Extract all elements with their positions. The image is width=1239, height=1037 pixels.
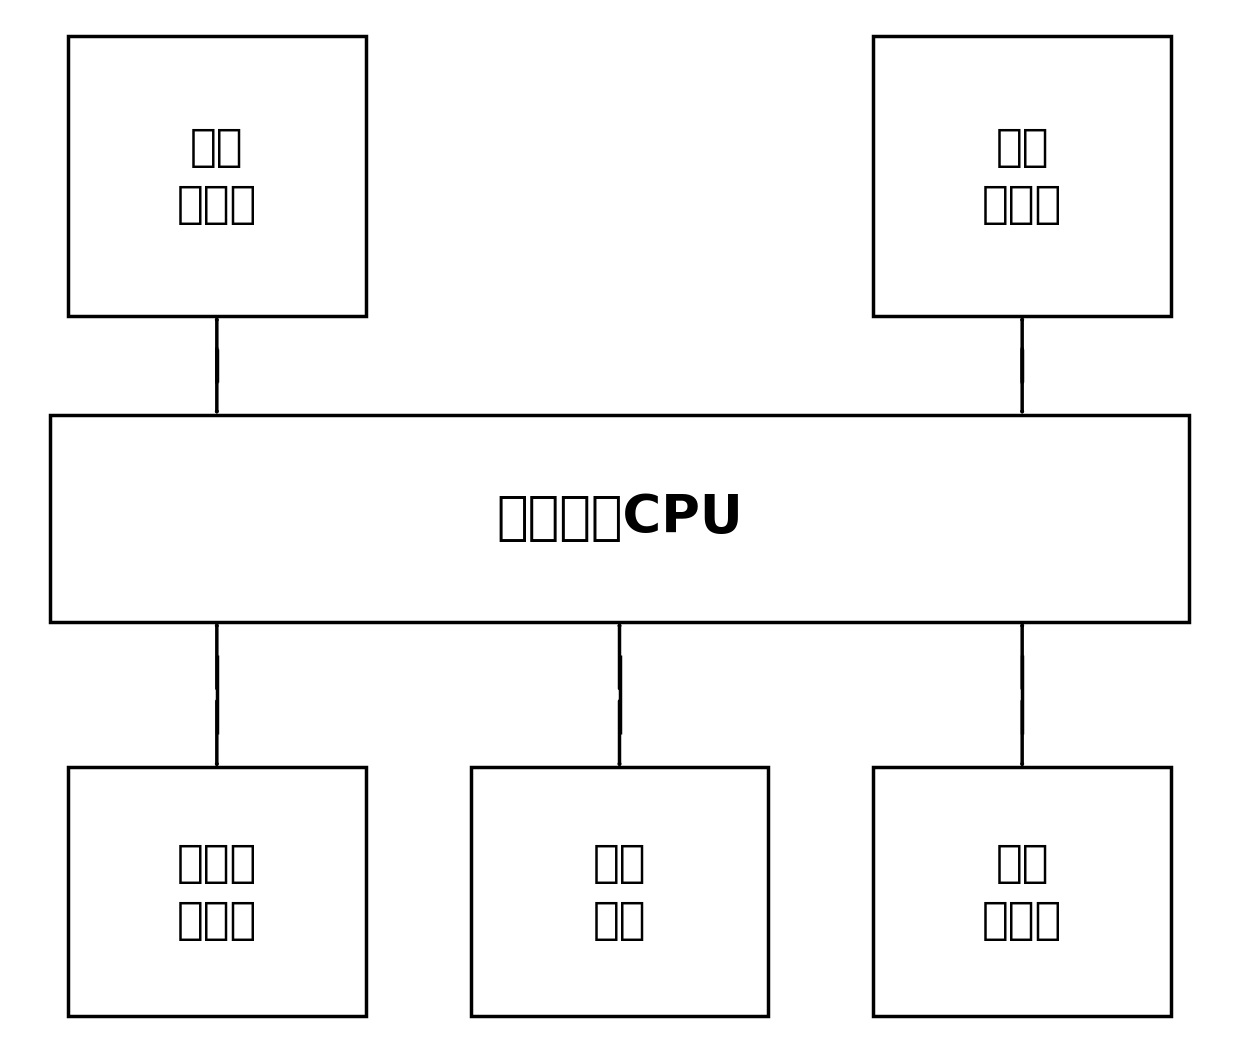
Text: 声波
传感器: 声波 传感器 — [983, 127, 1062, 226]
Bar — [873, 767, 1171, 1016]
Bar — [471, 767, 768, 1016]
Text: 通信
装置: 通信 装置 — [592, 842, 647, 942]
Bar — [873, 36, 1171, 316]
Text: 图像
传感器: 图像 传感器 — [983, 842, 1062, 942]
Bar — [68, 36, 366, 316]
Text: 主控制器CPU: 主控制器CPU — [496, 493, 743, 544]
Bar — [50, 415, 1189, 622]
Text: 电信号
传感器: 电信号 传感器 — [177, 842, 256, 942]
Bar — [68, 767, 366, 1016]
Text: 振动
传感器: 振动 传感器 — [177, 127, 256, 226]
